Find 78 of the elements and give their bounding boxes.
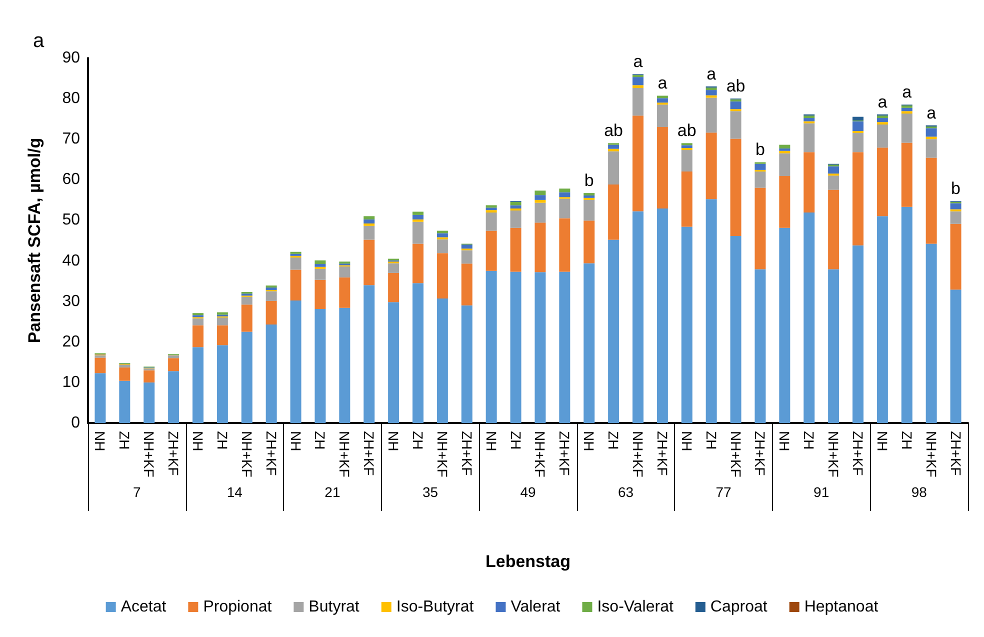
x-tick-label: NH+KF (630, 431, 646, 478)
data-label: ab (726, 76, 746, 96)
y-tick-label: 20 (62, 333, 80, 350)
legend-label: Acetat (120, 598, 167, 616)
x-tick-label: NH (581, 431, 598, 452)
legend-label: Iso-Valerat (597, 598, 674, 616)
x-tick-label: ZH+KF (850, 431, 866, 476)
x-tick-label: ZH+KF (361, 431, 378, 476)
y-axis-title: Pansensaft SCFA, µmol/g (25, 138, 44, 344)
x-tick-label: ZH+KF (654, 431, 670, 476)
y-tick-label: 10 (62, 374, 80, 391)
text: 35 (422, 484, 438, 500)
x-tick-label: NH (92, 431, 108, 452)
x-tick-label: NH+KF (336, 431, 353, 478)
data-label: a (926, 103, 937, 122)
y-tick-label: 90 (62, 50, 80, 66)
x-tick-label: NH+KF (141, 431, 158, 478)
x-tick-label: NH+KF (826, 431, 842, 478)
legend-label: Valerat (510, 598, 561, 616)
text: 7 (132, 484, 141, 500)
legend-label: Butyrat (308, 598, 360, 616)
data-label: a (658, 74, 668, 93)
data-label: b (951, 179, 961, 198)
x-tick-label: NH+KF (728, 431, 744, 478)
x-tick-label: ZH (116, 431, 133, 450)
data-label: b (584, 171, 594, 190)
text: 14 (226, 484, 243, 500)
x-tick-label: NH (190, 431, 206, 452)
data-label: a (706, 64, 717, 84)
y-tick-label: 40 (62, 252, 80, 270)
x-tick-label: NH+KF (532, 431, 548, 478)
x-tick-label: ZH+KF (948, 431, 964, 476)
x-tick-label: NH (386, 431, 402, 452)
data-label: ab (677, 121, 696, 140)
data-label: a (633, 52, 644, 72)
y-tick-label: 0 (71, 414, 80, 432)
x-tick-label: ZH+KF (752, 431, 768, 476)
x-tick-label: NH+KF (238, 431, 255, 478)
legend-label: Propionat (203, 598, 272, 616)
x-tick-label: ZH (606, 431, 622, 450)
x-tick-label: NH (288, 431, 304, 452)
legend-label: Heptanoat (804, 598, 879, 616)
x-tick-label: ZH+KF (263, 431, 280, 476)
legend-label: Iso-Butyrat (396, 598, 474, 616)
text: 91 (814, 484, 830, 500)
x-tick-label: ZH (898, 431, 915, 450)
text: 98 (911, 484, 928, 500)
x-tick-label: NH (678, 431, 695, 452)
x-tick-label: NH+KF (434, 431, 450, 478)
x-tick-label: NH+KF (923, 431, 940, 478)
legend-label: Caproat (710, 598, 768, 616)
x-tick-label: ZH+KF (166, 431, 182, 476)
y-tick-label: 70 (62, 130, 80, 148)
x-tick-label: NH (483, 431, 500, 452)
x-tick-label: ZH (410, 431, 426, 450)
x-tick-label: ZH (801, 431, 818, 450)
data-label: a (878, 92, 888, 112)
x-tick-label: ZH (214, 431, 230, 450)
x-tick-label: ZH (312, 431, 328, 450)
text: 49 (520, 484, 536, 500)
y-tick-label: 60 (62, 171, 80, 188)
x-tick-label: ZH (508, 431, 524, 450)
y-tick-label: 30 (62, 292, 80, 310)
x-tick-label: ZH+KF (458, 431, 475, 476)
data-label: b (755, 140, 765, 160)
chart-title: a (33, 30, 45, 52)
x-tick-label: NH (776, 431, 793, 452)
x-axis-title: Lebenstag (485, 552, 571, 571)
y-tick-label: 50 (62, 212, 80, 229)
x-tick-label: NH (874, 431, 890, 452)
x-tick-label: ZH+KF (556, 431, 573, 476)
x-tick-label: ZH (703, 431, 720, 450)
text: 63 (618, 484, 634, 500)
text: 77 (716, 484, 732, 500)
text: 21 (324, 484, 340, 500)
data-label: ab (604, 121, 624, 140)
data-label: a (902, 82, 912, 102)
y-tick-label: 80 (62, 90, 80, 108)
